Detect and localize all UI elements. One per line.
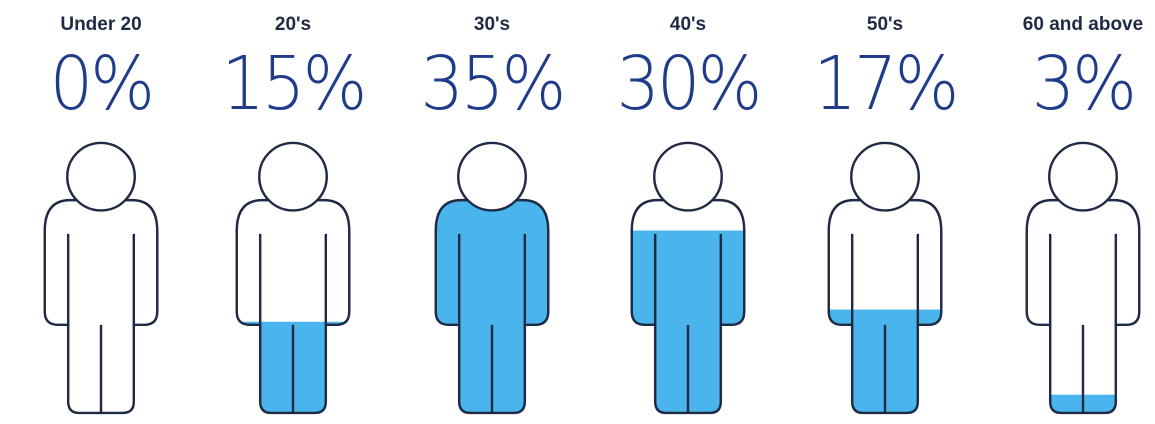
person-inner-lines	[1048, 233, 1118, 413]
percent-label: 35%	[420, 41, 566, 127]
person-inner-lines	[653, 233, 723, 413]
person-outline	[1025, 198, 1141, 415]
person-head	[457, 141, 527, 212]
person-inner-lines	[66, 233, 136, 413]
percent-label: 30%	[616, 41, 762, 127]
person-head	[653, 141, 723, 212]
category-label: 50's	[866, 14, 904, 35]
person-outline	[827, 198, 943, 415]
person-head	[850, 141, 920, 212]
person-body	[1026, 200, 1140, 413]
age-group-column: Under 20 0%	[5, 0, 197, 424]
person-head	[66, 141, 136, 212]
person-body	[44, 200, 158, 413]
person-inner-lines	[457, 233, 527, 413]
percent-label: 17%	[813, 41, 959, 127]
person-inner-lines	[850, 233, 920, 413]
person-head	[258, 141, 328, 212]
category-label: Under 20	[60, 14, 142, 35]
person-head	[1048, 141, 1118, 212]
percent-label: 0%	[49, 41, 155, 127]
category-label: 20's	[274, 14, 312, 35]
category-label: 40's	[669, 14, 707, 35]
person-inner-lines	[258, 233, 328, 413]
person-outline	[434, 198, 550, 415]
person-outline	[235, 198, 351, 415]
percent-label: 15%	[221, 41, 367, 127]
person-icon	[43, 141, 159, 415]
person-icon	[827, 141, 943, 415]
age-group-column: 40's 30%	[592, 0, 784, 424]
person-icon	[630, 141, 746, 415]
person-outline	[43, 198, 159, 415]
person-icon	[434, 141, 550, 415]
person-outline	[630, 198, 746, 415]
age-group-column: 20's 15%	[197, 0, 389, 424]
age-group-column: 30's 35%	[396, 0, 588, 424]
age-group-column: 60 and above 3%	[987, 0, 1155, 424]
category-label: 30's	[473, 14, 511, 35]
age-group-column: 50's 17%	[789, 0, 981, 424]
person-icon	[1025, 141, 1141, 415]
person-icon	[235, 141, 351, 415]
percent-label: 3%	[1031, 41, 1137, 127]
category-label: 60 and above	[1022, 14, 1144, 35]
